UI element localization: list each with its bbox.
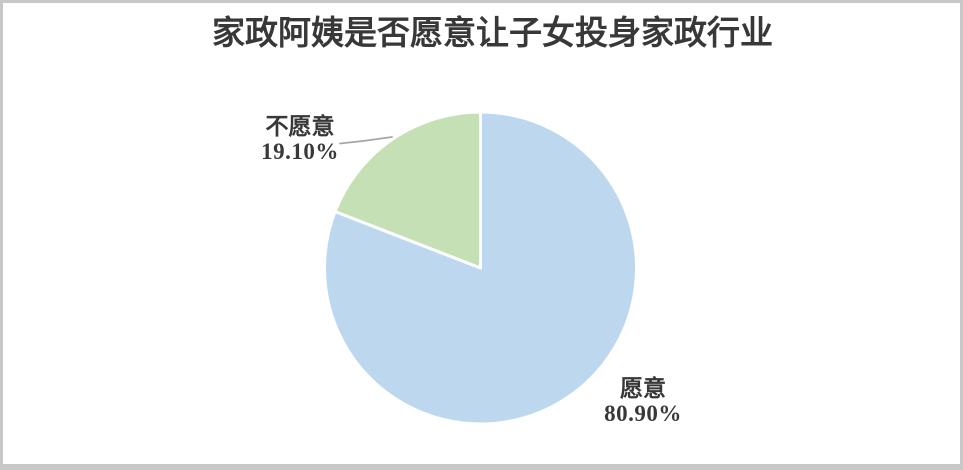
slice-label-willing-name: 愿意 (620, 376, 666, 401)
slice-label-unwilling-name: 不愿意 (265, 114, 335, 139)
pie-slice-unwilling (333, 110, 482, 270)
slice-label-unwilling: 不愿意 19.10% (230, 114, 370, 164)
slice-label-willing-value: 80.90% (604, 401, 682, 426)
slice-label-willing: 愿意 80.90% (573, 376, 713, 426)
slice-label-unwilling-value: 19.10% (261, 139, 339, 164)
chart-title: 家政阿姨是否愿意让子女投身家政行业 (212, 16, 773, 52)
leader-line-unwilling (339, 136, 393, 145)
pie-slices (323, 110, 638, 426)
